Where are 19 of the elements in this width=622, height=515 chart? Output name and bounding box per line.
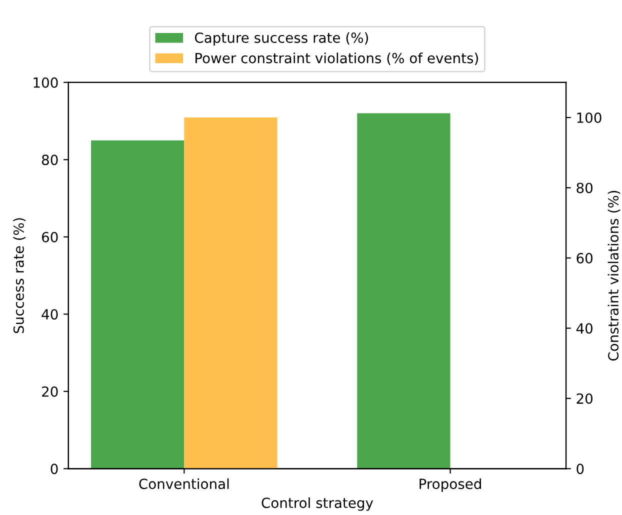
x-tick-label: Conventional [139,478,229,490]
y-axis-title: Success rate (%) [13,218,26,334]
y-tick-label: 40 [42,309,58,320]
y2-tick-label: 40 [576,323,592,334]
y-tick-label: 20 [42,386,58,397]
legend-label: Power constraint violations (% of events) [196,52,478,65]
y-tick-label: 0 [50,464,58,474]
y2-axis-title: Constraint violations (%) [608,190,620,361]
x-tick-label: Proposed [420,478,481,492]
y-tick-label: 100 [34,77,58,88]
y2-tick-label: 0 [576,464,584,474]
y-tick-label: 80 [42,154,58,166]
y-tick-label: 60 [42,232,58,242]
x-axis-title: Control strategy [262,497,374,511]
y2-tick-label: 60 [576,252,592,264]
y2-tick-label: 100 [577,112,602,123]
y2-tick-label: 20 [576,393,592,404]
y2-tick-label: 80 [576,182,592,194]
legend-label: Capture success rate (%) [194,32,368,46]
